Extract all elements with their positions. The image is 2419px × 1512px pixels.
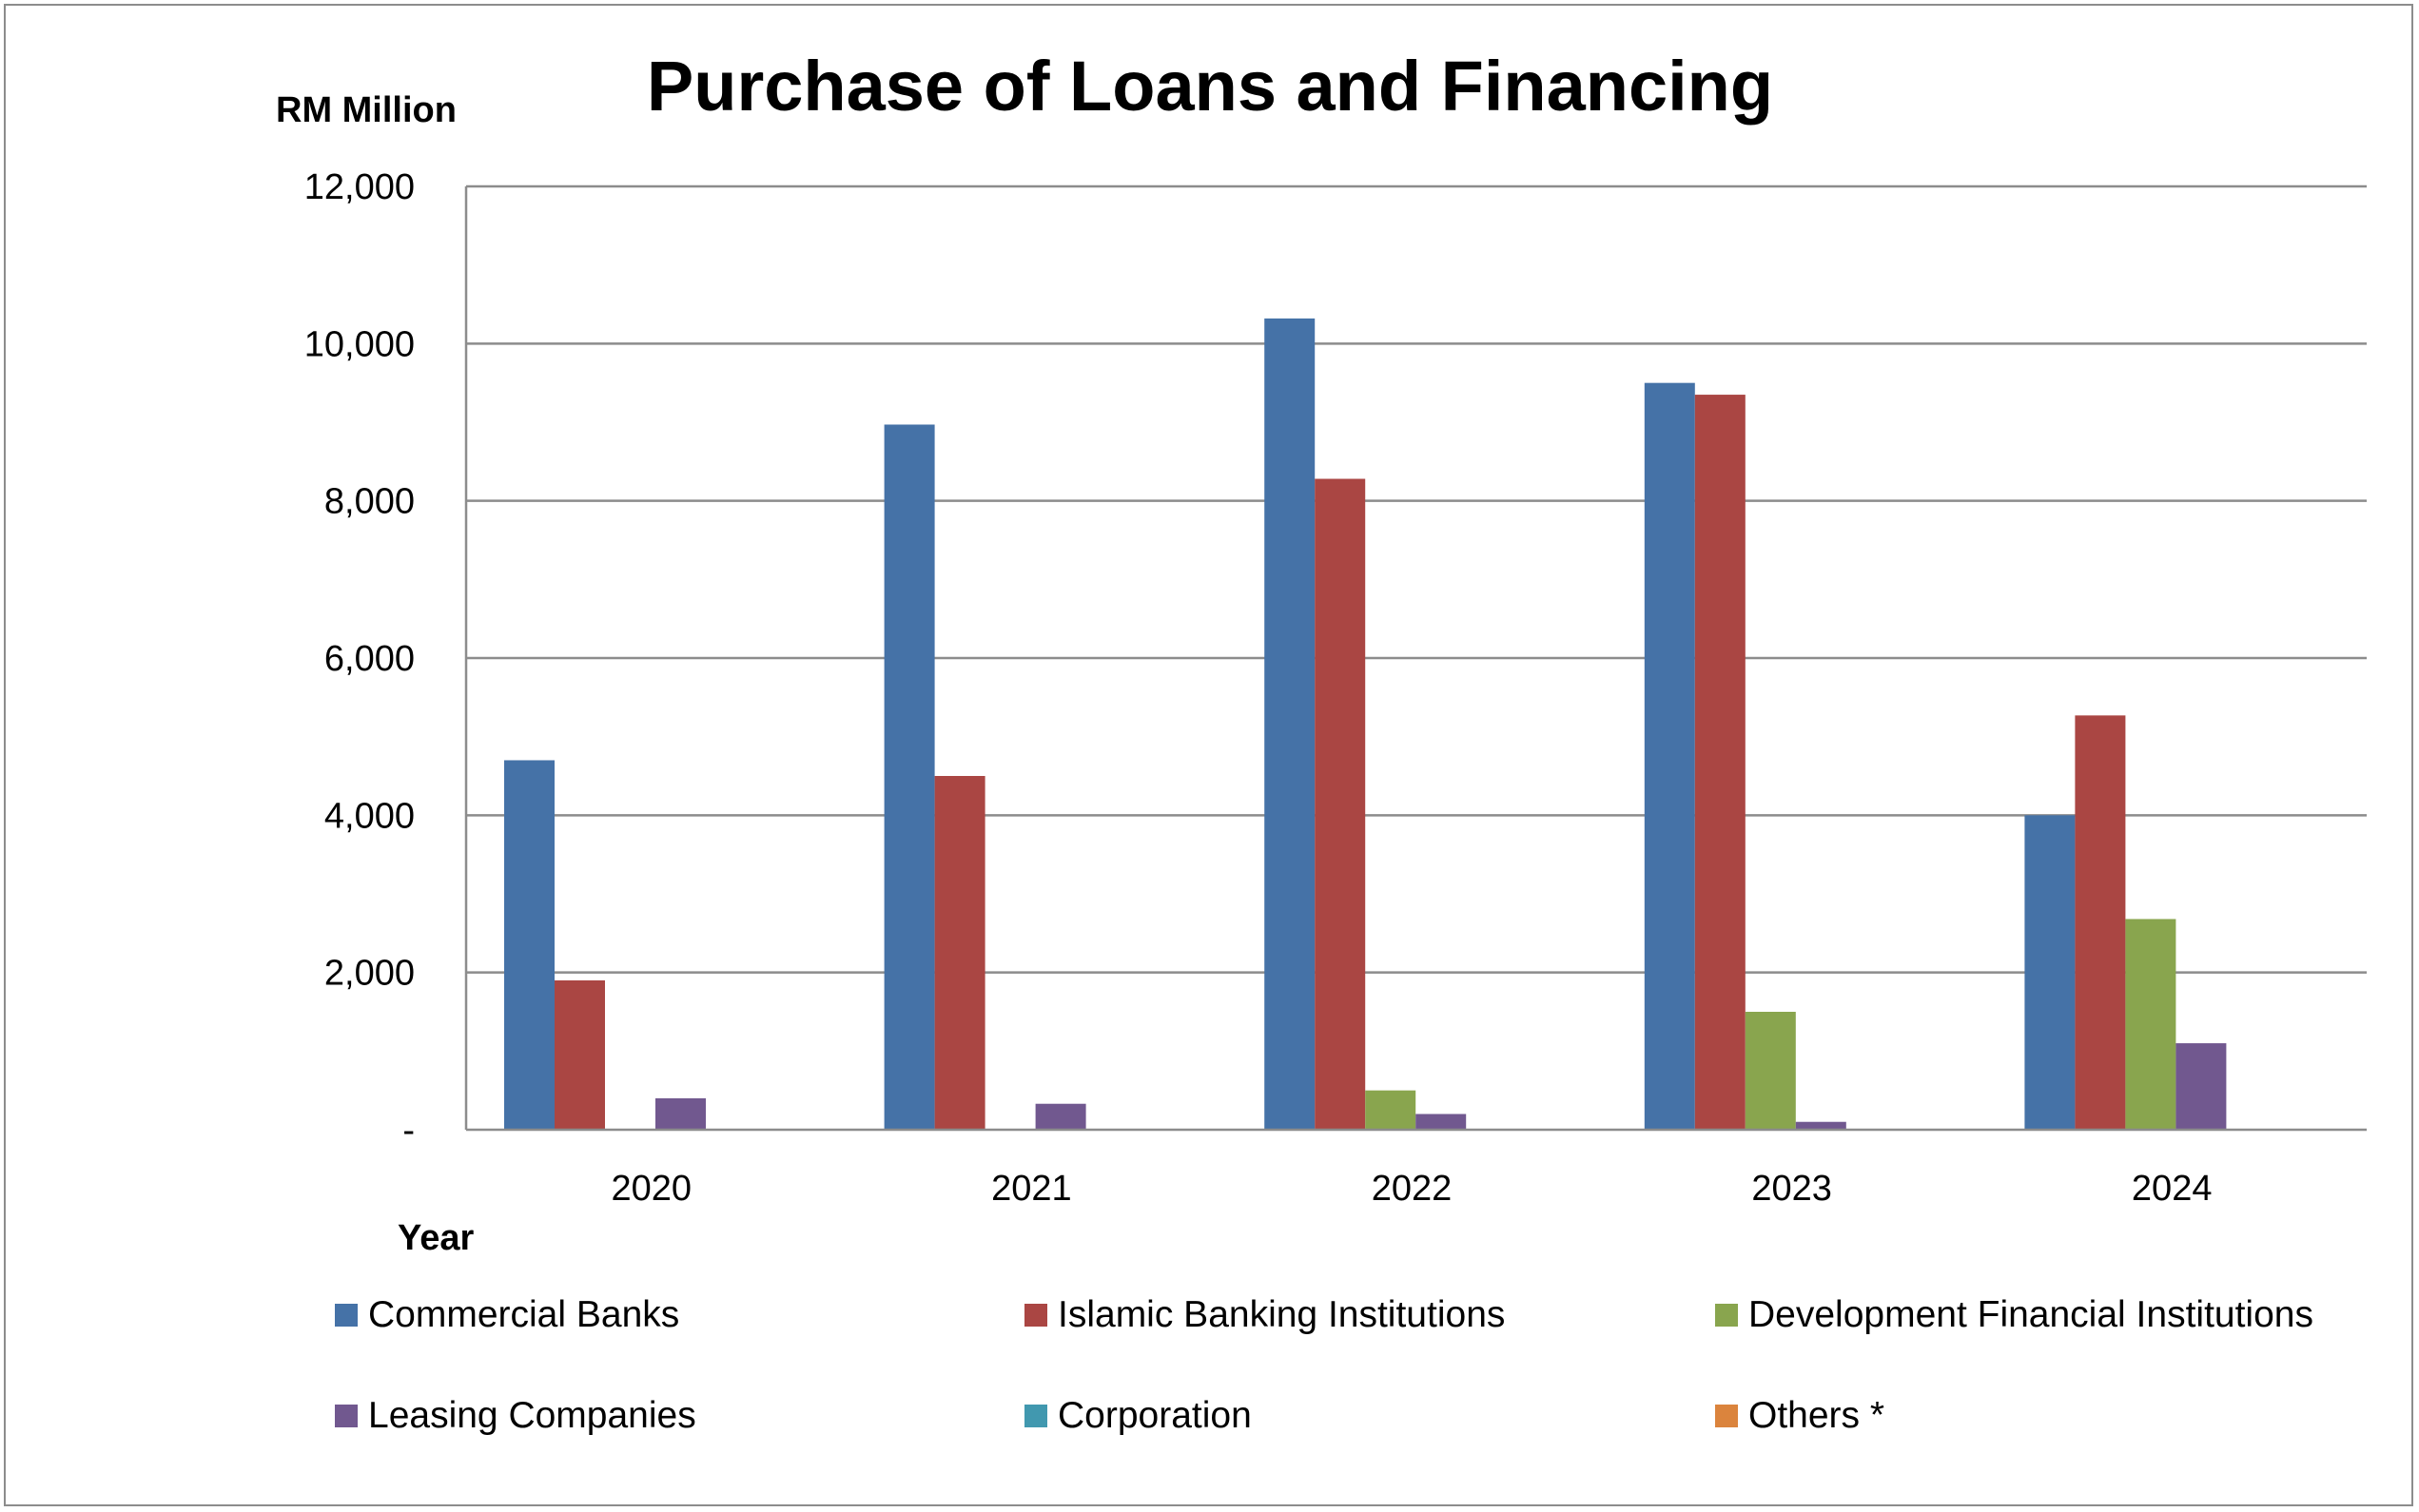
- legend-swatch: [1715, 1304, 1738, 1327]
- bar-commercial-banks-2021: [884, 424, 935, 1131]
- x-tick-label: 2023: [1751, 1169, 1832, 1209]
- y-axis-ticks: - 2,000 4,000 6,000 8,000 10,000 12,000: [304, 167, 415, 1151]
- y-tick-label: 2,000: [324, 954, 415, 994]
- bar-leasing-companies-2024: [2175, 1043, 2227, 1130]
- bar-islamic-banking-institutions-2020: [555, 979, 605, 1130]
- bar-development-financial-institutions-2024: [2125, 919, 2176, 1130]
- legend-swatch: [335, 1304, 358, 1327]
- bar-leasing-companies-2020: [655, 1097, 706, 1130]
- y-axis-title: RM Million: [276, 90, 457, 130]
- bar-islamic-banking-institutions-2023: [1694, 395, 1746, 1131]
- y-tick-label: 10,000: [304, 324, 415, 364]
- bar-development-financial-institutions-2022: [1365, 1090, 1416, 1130]
- legend-label: Islamic Banking Institutions: [1058, 1294, 1505, 1335]
- bar-commercial-banks-2024: [2024, 815, 2076, 1130]
- bar-islamic-banking-institutions-2024: [2075, 715, 2126, 1130]
- x-tick-label: 2024: [2132, 1169, 2213, 1209]
- bar-commercial-banks-2023: [1644, 382, 1695, 1131]
- legend-label: Commercial Banks: [368, 1294, 679, 1335]
- legend-item: Corporation: [1024, 1395, 1252, 1436]
- y-tick-label: 4,000: [324, 796, 415, 836]
- legend-swatch: [1715, 1405, 1738, 1427]
- y-tick-label: 12,000: [304, 167, 415, 207]
- legend-label: Development Financial Institutions: [1748, 1294, 2313, 1335]
- x-tick-label: 2022: [1372, 1169, 1453, 1209]
- bar-development-financial-institutions-2023: [1745, 1012, 1796, 1130]
- y-tick-label: -: [402, 1111, 415, 1151]
- chart-title: Purchase of Loans and Financing: [647, 47, 1773, 126]
- x-axis-ticks: 2020 2021 2022 2023 2024: [612, 1169, 2213, 1209]
- bar-commercial-banks-2020: [504, 760, 555, 1130]
- chart-frame: [4, 4, 2413, 1506]
- bar-leasing-companies-2021: [1035, 1103, 1086, 1130]
- bar-commercial-banks-2022: [1264, 318, 1316, 1130]
- x-tick-label: 2020: [612, 1169, 693, 1209]
- legend-item: Development Financial Institutions: [1715, 1294, 2313, 1335]
- x-tick-label: 2021: [991, 1169, 1072, 1209]
- legend-label: Others *: [1748, 1395, 1884, 1436]
- bars: [504, 318, 2227, 1131]
- legend: Commercial Banks Islamic Banking Institut…: [335, 1294, 2313, 1436]
- axes: [464, 186, 2367, 1132]
- legend-swatch: [335, 1405, 358, 1427]
- legend-item: Leasing Companies: [335, 1395, 696, 1436]
- bar-leasing-companies-2023: [1795, 1121, 1846, 1130]
- y-tick-label: 8,000: [324, 482, 415, 522]
- legend-label: Corporation: [1058, 1395, 1252, 1436]
- bar-leasing-companies-2022: [1415, 1114, 1467, 1130]
- legend-swatch: [1024, 1304, 1047, 1327]
- legend-label: Leasing Companies: [368, 1395, 696, 1436]
- legend-swatch: [1024, 1405, 1047, 1427]
- legend-item: Commercial Banks: [335, 1294, 679, 1335]
- y-tick-label: 6,000: [324, 639, 415, 679]
- legend-item: Others *: [1715, 1395, 1884, 1436]
- x-axis-title: Year: [398, 1218, 475, 1258]
- legend-item: Islamic Banking Institutions: [1024, 1294, 1505, 1335]
- bar-islamic-banking-institutions-2021: [934, 776, 985, 1130]
- bar-islamic-banking-institutions-2022: [1315, 478, 1366, 1130]
